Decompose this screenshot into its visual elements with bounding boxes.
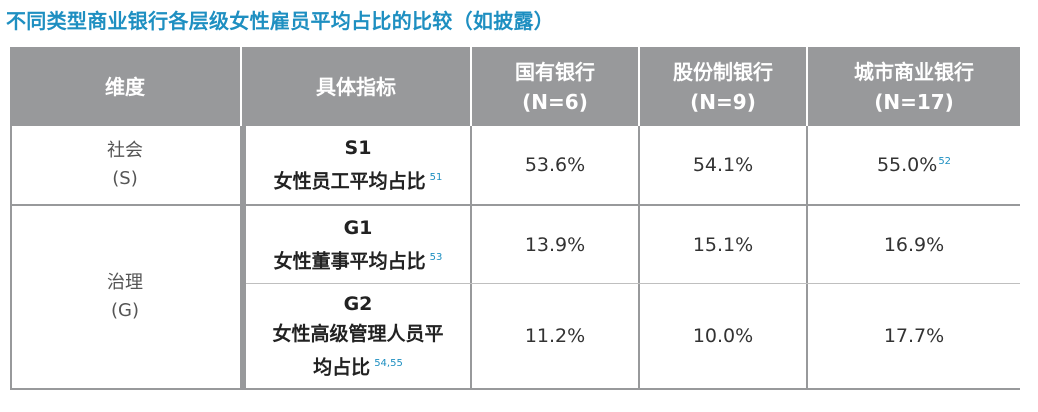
header-indicator-label: 具体指标	[316, 74, 396, 99]
footnote-ref[interactable]: 51	[429, 172, 443, 184]
row-divider	[10, 204, 1020, 206]
value-text: 17.7%	[883, 325, 945, 347]
header-indicator: 具体指标	[242, 47, 470, 126]
header-state-owned-count: (N=6)	[522, 89, 588, 114]
header-joint-stock-label: 股份制银行	[673, 59, 773, 84]
indicator-g2: G2 女性高级管理人员平 均占比 54,55	[246, 284, 470, 388]
value-text: 54.1%	[692, 154, 754, 176]
indicator-g1: G1 女性董事平均占比 53	[246, 206, 470, 283]
value-cell: 15.1%	[640, 206, 806, 283]
value-cell: 53.6%	[472, 126, 638, 204]
indicator-name: 均占比 54,55	[313, 349, 403, 382]
header-dimension-label: 维度	[105, 74, 145, 99]
dimension-name: 治理	[107, 272, 143, 293]
row-divider	[246, 283, 1020, 284]
header-joint-stock: 股份制银行 (N=9)	[640, 47, 806, 126]
value-text: 10.0%	[692, 325, 754, 347]
value-cell: 54.1%	[640, 126, 806, 204]
header-city-commercial-label: 城市商业银行	[854, 59, 974, 84]
footnote-ref[interactable]: 54,55	[374, 358, 403, 370]
value-cell: 10.0%	[640, 284, 806, 388]
header-city-commercial-count: (N=17)	[874, 89, 954, 114]
indicator-name-text: 女性董事平均占比	[273, 250, 426, 273]
comparison-table: 维度 具体指标 国有银行 (N=6) 股份制银行 (N=9) 城市商业银行 (N…	[10, 47, 1020, 390]
header-state-owned: 国有银行 (N=6)	[472, 47, 638, 126]
indicator-name: 女性高级管理人员平	[272, 323, 444, 346]
column-divider	[470, 126, 472, 390]
header-divider	[470, 47, 472, 126]
dimension-abbr: (S)	[112, 168, 138, 189]
column-divider	[806, 126, 808, 390]
value-cell: 13.9%	[472, 206, 638, 283]
header-city-commercial: 城市商业银行 (N=17)	[808, 47, 1020, 126]
value-text: 55.0%	[876, 154, 938, 176]
footnote-ref[interactable]: 53	[429, 251, 443, 263]
indicator-name: 女性员工平均占比 51	[274, 163, 443, 196]
header-divider	[240, 47, 242, 126]
header-divider	[806, 47, 808, 126]
indicator-code: S1	[344, 137, 372, 160]
value-cell: 16.9%	[808, 206, 1020, 283]
dimension-divider-bar	[240, 126, 246, 390]
indicator-code: G1	[343, 216, 373, 239]
value-text: 53.6%	[524, 154, 586, 176]
column-divider	[638, 126, 640, 390]
header-state-owned-label: 国有银行	[515, 59, 595, 84]
indicator-name-text: 均占比	[313, 356, 371, 379]
header-dimension: 维度	[10, 47, 240, 126]
dimension-abbr: (G)	[111, 300, 139, 321]
value-cell: 11.2%	[472, 284, 638, 388]
header-divider	[638, 47, 640, 126]
indicator-code: G2	[343, 293, 373, 316]
dimension-governance: 治理 (G)	[10, 206, 240, 388]
value-text: 15.1%	[692, 233, 754, 256]
table-border-bottom	[10, 388, 1020, 390]
dimension-social: 社会 (S)	[10, 126, 240, 204]
footnote-ref[interactable]: 52	[938, 155, 952, 167]
table-title: 不同类型商业银行各层级女性雇员平均占比的比较（如披露）	[6, 9, 555, 33]
value-cell: 55.0%52	[808, 126, 1020, 204]
indicator-s1: S1 女性员工平均占比 51	[246, 126, 470, 204]
dimension-name: 社会	[107, 140, 143, 161]
value-text: 13.9%	[524, 233, 586, 256]
indicator-name: 女性董事平均占比 53	[274, 243, 443, 276]
value-text: 16.9%	[883, 233, 945, 256]
value-cell: 17.7%	[808, 284, 1020, 388]
indicator-name-text: 女性员工平均占比	[273, 170, 426, 193]
value-text: 11.2%	[524, 325, 586, 347]
table-border-left	[10, 126, 12, 390]
header-joint-stock-count: (N=9)	[690, 89, 756, 114]
